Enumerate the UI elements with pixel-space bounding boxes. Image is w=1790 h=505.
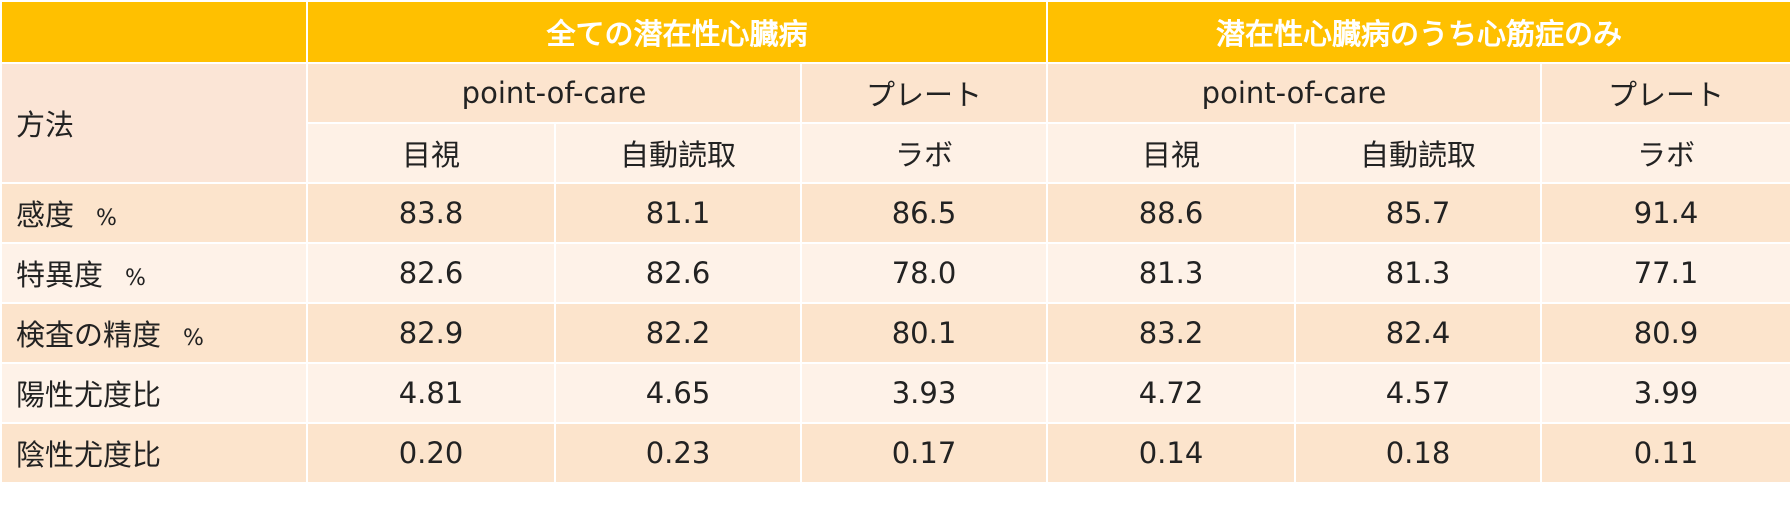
row-label-cell: 検査の精度% [0,302,308,364]
data-row: 特異度% 82.6 82.6 78.0 81.3 81.3 77.1 [0,242,1790,304]
column-header: 自動読取 [1294,122,1542,184]
row-label-cell: 陰性尤度比 [0,422,308,484]
row-unit: % [125,266,146,291]
row-label: 感度 [16,198,75,232]
row-unit: % [183,326,204,351]
row-label: 陰性尤度比 [16,438,162,472]
row-label: 陽性尤度比 [16,378,162,412]
value-cell: 4.72 [1046,362,1296,424]
value-cell: 4.81 [306,362,556,424]
column-header: 目視 [306,122,556,184]
value-cell: 82.6 [554,242,802,304]
subgroup-row: 方法 point-of-care プレート point-of-care プレート [0,62,1790,184]
value-cell: 82.9 [306,302,556,364]
subgroup-header: point-of-care [306,62,802,124]
value-cell: 3.93 [800,362,1048,424]
row-label-cell: 感度% [0,182,308,244]
value-cell: 80.1 [800,302,1048,364]
value-cell: 0.23 [554,422,802,484]
value-cell: 78.0 [800,242,1048,304]
value-cell: 86.5 [800,182,1048,244]
column-header: 目視 [1046,122,1296,184]
data-row: 感度% 83.8 81.1 86.5 88.6 85.7 91.4 [0,182,1790,244]
row-label-cell: 陽性尤度比 [0,362,308,424]
value-cell: 82.2 [554,302,802,364]
value-cell: 82.4 [1294,302,1542,364]
group-header: 全ての潜在性心臓病 [306,0,1048,64]
data-row: 陽性尤度比 4.81 4.65 3.93 4.72 4.57 3.99 [0,362,1790,424]
value-cell: 81.3 [1294,242,1542,304]
subgroup-header: point-of-care [1046,62,1542,124]
column-header: ラボ [1539,122,1790,184]
value-cell: 3.99 [1539,362,1790,424]
results-table: 全ての潜在性心臓病 潜在性心臓病のうち心筋症のみ 方法 point-of-care プレ… [0,0,1790,484]
row-label: 検査の精度 [16,318,162,352]
data-row: 陰性尤度比 0.20 0.23 0.17 0.14 0.18 0.11 [0,422,1790,484]
value-cell: 91.4 [1539,182,1790,244]
value-cell: 0.14 [1046,422,1296,484]
value-cell: 0.17 [800,422,1048,484]
value-cell: 81.3 [1046,242,1296,304]
subgroup-header: プレート [1539,62,1790,124]
value-cell: 0.11 [1539,422,1790,484]
value-cell: 77.1 [1539,242,1790,304]
subgroup-header: プレート [800,62,1048,124]
value-cell: 0.18 [1294,422,1542,484]
row-unit: % [96,206,117,231]
value-cell: 82.6 [306,242,556,304]
value-cell: 83.8 [306,182,556,244]
column-row: 目視 自動読取 ラボ 目視 自動読取 ラボ [1,122,1790,184]
method-label: 方法 [0,62,308,184]
value-cell: 80.9 [1539,302,1790,364]
header-row: 全ての潜在性心臓病 潜在性心臓病のうち心筋症のみ [0,0,1790,64]
value-cell: 83.2 [1046,302,1296,364]
value-cell: 85.7 [1294,182,1542,244]
column-header: ラボ [800,122,1048,184]
row-label: 特異度 [16,258,104,292]
value-cell: 0.20 [306,422,556,484]
value-cell: 4.65 [554,362,802,424]
row-label-cell: 特異度% [0,242,308,304]
column-header: 自動読取 [554,122,802,184]
data-row: 検査の精度% 82.9 82.2 80.1 83.2 82.4 80.9 [0,302,1790,364]
corner-cell [0,0,308,64]
value-cell: 4.57 [1294,362,1542,424]
value-cell: 81.1 [554,182,802,244]
group-header: 潜在性心臓病のうち心筋症のみ [1045,0,1790,64]
value-cell: 88.6 [1046,182,1296,244]
